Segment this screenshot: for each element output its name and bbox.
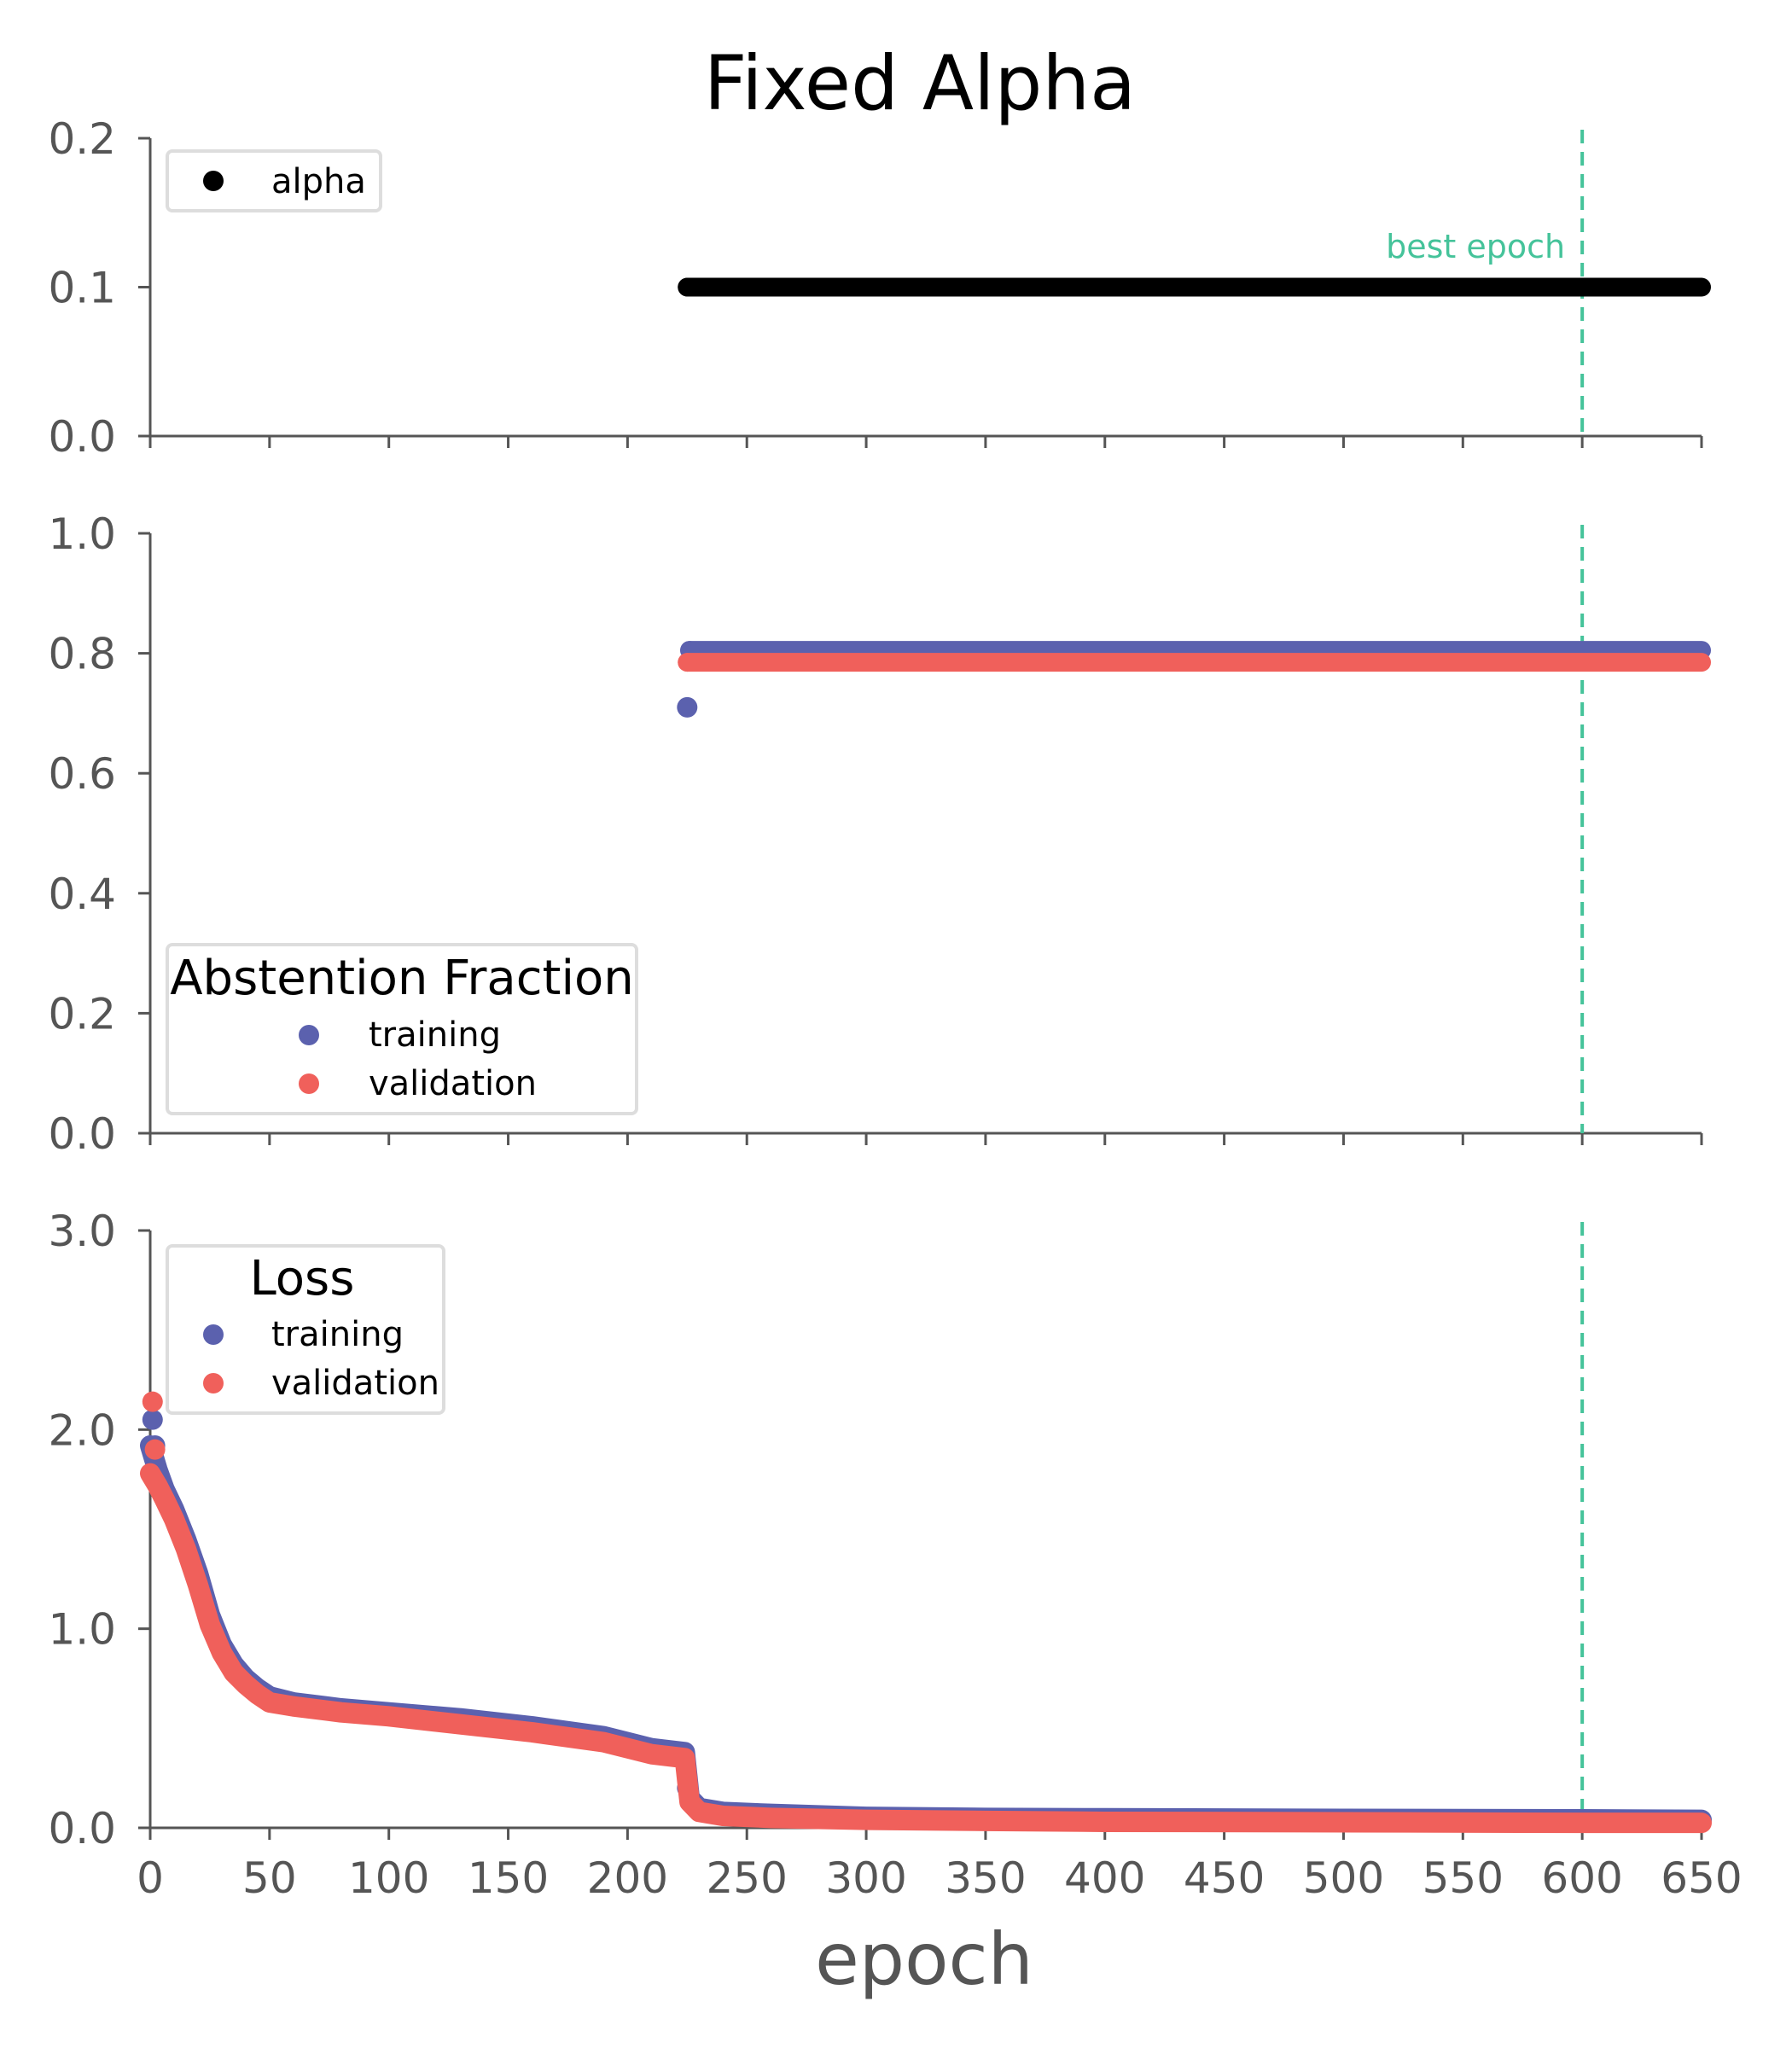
loss-x-tick-label: 200 <box>587 1853 668 1903</box>
loss-x-tick-label: 300 <box>825 1853 906 1903</box>
loss-x-tick-label: 650 <box>1661 1853 1742 1903</box>
best-epoch-label: best epoch <box>1386 228 1565 265</box>
legend-box <box>166 1244 445 1415</box>
loss-x-tick-label: 50 <box>242 1853 297 1903</box>
legend-label-training: training <box>369 1015 501 1055</box>
loss-validation-point <box>142 1391 163 1412</box>
abstention-y-tick-label: 0.8 <box>48 630 116 679</box>
alpha-series-alpha <box>678 277 1711 297</box>
loss-x-tick-label: 550 <box>1423 1853 1504 1903</box>
loss-series-validation <box>140 1391 1712 1834</box>
alpha-y-tick-label: 0.0 <box>48 412 116 462</box>
abstention-y-tick-label: 0.0 <box>48 1109 116 1159</box>
loss-x-tick-label: 400 <box>1064 1853 1145 1903</box>
loss-x-tick-label: 250 <box>707 1853 788 1903</box>
loss-y-tick-label: 0.0 <box>48 1804 116 1853</box>
loss-y-tick-label: 2.0 <box>48 1405 116 1455</box>
loss-validation-curve <box>140 1463 1712 1834</box>
loss-training-point <box>142 1409 163 1430</box>
chart-title: Fixed Alpha <box>704 39 1136 127</box>
loss-x-tick-label: 450 <box>1184 1853 1265 1903</box>
legend-label-alpha: alpha <box>271 162 366 201</box>
legend-marker-validation <box>299 1073 319 1094</box>
legend-label-validation: validation <box>271 1364 439 1403</box>
abstention-y-tick-label: 0.2 <box>48 989 116 1039</box>
loss-x-tick-label: 0 <box>137 1853 164 1903</box>
loss-y-tick-label: 1.0 <box>48 1605 116 1655</box>
legend-box <box>166 943 638 1115</box>
legend-marker-training <box>299 1025 319 1045</box>
alpha-y-tick-label: 0.2 <box>48 114 116 164</box>
abstention-y-tick-label: 0.4 <box>48 870 116 919</box>
legend-title: Abstention Fraction <box>170 951 634 1006</box>
loss-x-tick-label: 100 <box>348 1853 429 1903</box>
x-axis-label: epoch <box>815 1917 1033 2001</box>
abstention-y-tick-label: 0.6 <box>48 749 116 799</box>
loss-validation-point <box>144 1439 166 1460</box>
abstention-legend: Abstention Fraction training validation <box>166 943 638 1115</box>
abstention-training-point <box>677 696 698 718</box>
legend-label-validation: validation <box>369 1064 537 1103</box>
loss-x-tick-label: 600 <box>1541 1853 1622 1903</box>
legend-title: Loss <box>250 1251 355 1306</box>
alpha-y-tick-label: 0.1 <box>48 264 116 313</box>
panel-loss: 0.0 1.0 2.0 3.0 0 50 100 150 200 250 300 350 400 450 5… <box>48 1207 1742 1903</box>
alpha-alpha-point <box>678 277 697 297</box>
loss-x-tick-label: 150 <box>468 1853 549 1903</box>
abstention-series-validation <box>678 653 1711 672</box>
legend-marker-training <box>203 1324 224 1345</box>
alpha-legend: alpha <box>166 149 382 212</box>
legend-marker-alpha <box>203 171 224 191</box>
loss-y-tick-label: 3.0 <box>48 1207 116 1256</box>
loss-x-tick-label: 500 <box>1303 1853 1384 1903</box>
panel-alpha: 0.0 0.1 0.2 best epoch alpha <box>48 114 1711 462</box>
abstention-validation-point <box>678 653 697 672</box>
panels: 0.0 0.1 0.2 best epoch alpha 0.0 0.2 0.4 0.6 0.8 1… <box>48 114 1742 1903</box>
loss-legend: Loss training validation <box>166 1244 445 1415</box>
loss-x-tick-label: 350 <box>945 1853 1026 1903</box>
panel-abstention: 0.0 0.2 0.4 0.6 0.8 1.0 Abstention Fraction tra… <box>48 509 1711 1159</box>
legend-marker-validation <box>203 1373 224 1393</box>
abstention-y-tick-label: 1.0 <box>48 509 116 559</box>
legend-box <box>166 149 382 212</box>
legend-label-training: training <box>271 1315 404 1354</box>
